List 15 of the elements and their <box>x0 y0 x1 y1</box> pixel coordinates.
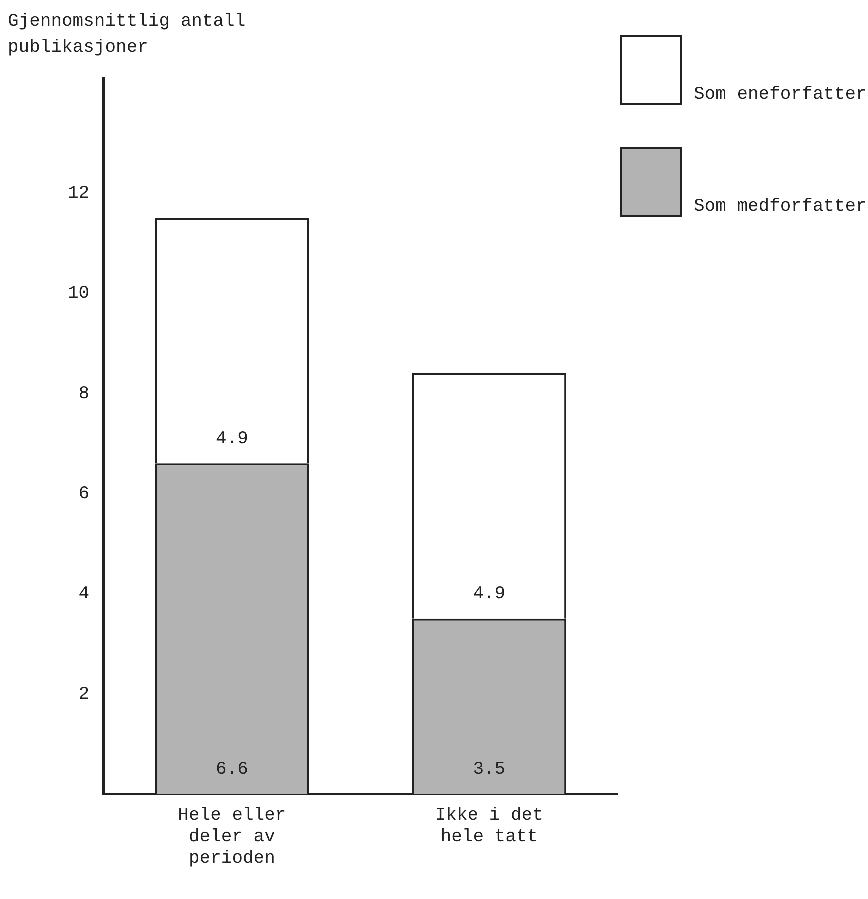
y-tick-label: 4 <box>78 584 90 605</box>
y-axis-title: Gjennomsnittlig antall publikasjoner <box>8 12 246 58</box>
text: Som eneforfatter <box>694 85 867 105</box>
data-label: 3.5 <box>473 760 506 780</box>
y-tick-label: 2 <box>78 684 90 705</box>
text: Som medforfatter <box>694 197 867 217</box>
y-tick-label: 8 <box>78 384 90 404</box>
data-label: 4.9 <box>216 429 248 450</box>
data-label: 6.6 <box>216 760 248 780</box>
y-tick-label: 10 <box>68 284 90 304</box>
y-tick-label: 12 <box>68 184 90 204</box>
y-tick-label: 6 <box>78 484 90 504</box>
x-tick-label: Hele eller deler av perioden <box>178 806 286 869</box>
x-tick-label: Ikke i det hele tatt <box>435 806 544 848</box>
data-label: 4.9 <box>473 584 506 605</box>
